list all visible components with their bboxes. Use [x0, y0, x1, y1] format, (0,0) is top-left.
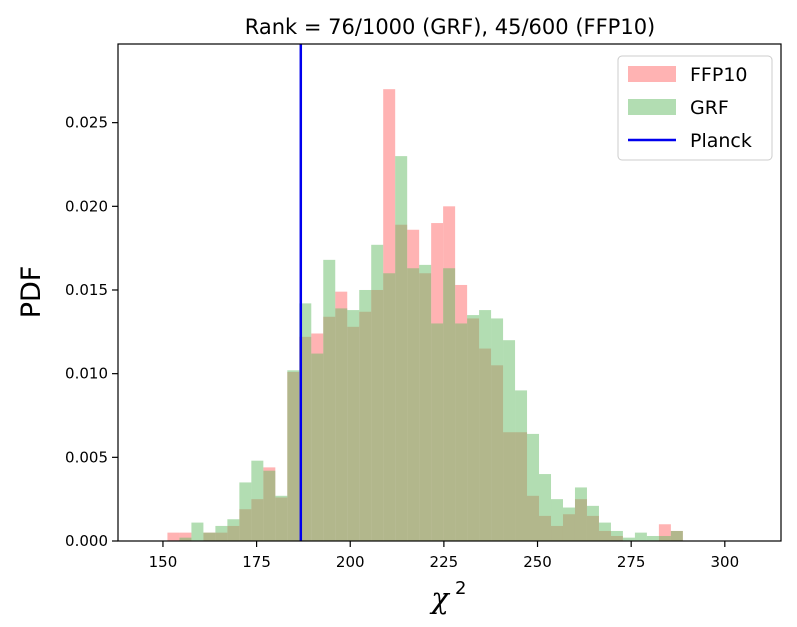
bar-grf-22: [407, 268, 420, 541]
bar-grf-14: [311, 353, 324, 541]
x-tick-label-200: 200: [336, 553, 365, 571]
bar-grf-36: [574, 487, 587, 541]
axes-layer: 150 175 200 225 250 275 300 0.000 0.005 0.010 0.01…: [65, 43, 782, 571]
bar-grf-38: [598, 522, 611, 541]
x-axis-label-superscript: 2: [455, 578, 466, 599]
x-tick-label-275: 275: [617, 553, 646, 571]
bar-grf-33: [539, 474, 552, 541]
bar-grf-5: [203, 532, 216, 541]
bar-grf-34: [551, 499, 563, 541]
plot-frame: [117, 43, 782, 542]
bar-ffp10-3: [179, 532, 192, 541]
bar-grf-9: [251, 460, 264, 541]
bar-ffp10-43: [658, 524, 671, 541]
x-tick-label-150: 150: [149, 553, 178, 571]
bar-ffp10-2: [167, 532, 180, 541]
bar-grf-29: [491, 318, 504, 541]
chart-title: Rank = 76/1000 (GRF), 45/600 (FFP10): [245, 15, 656, 39]
x-tick-label-225: 225: [430, 553, 459, 571]
bar-grf-40: [622, 537, 635, 541]
legend-swatch-grf: [628, 99, 676, 115]
bar-grf-44: [670, 530, 683, 541]
bar-grf-18: [359, 289, 372, 541]
bar-grf-41: [634, 532, 647, 541]
bar-grf-11: [275, 495, 288, 541]
y-tick-label-1: 0.005: [65, 448, 108, 466]
bar-grf-6: [215, 525, 228, 541]
bar-grf-42: [646, 535, 659, 541]
bar-grf-25: [443, 268, 456, 541]
bar-grf-12: [287, 370, 300, 541]
bar-grf-8: [239, 482, 252, 541]
bar-grf-43: [658, 535, 671, 541]
legend: FFP10 GRF Planck: [617, 55, 773, 161]
legend-swatch-ffp10: [628, 66, 676, 82]
y-tick-label-5: 0.025: [65, 114, 108, 132]
bar-grf-32: [527, 433, 540, 541]
bar-grf-19: [371, 244, 384, 541]
y-tick-label-0: 0.000: [65, 532, 108, 550]
x-axis-label: χ 2: [429, 578, 466, 615]
legend-label-grf: GRF: [690, 97, 729, 119]
bar-grf-7: [227, 519, 240, 541]
bar-grf-35: [562, 507, 575, 541]
x-tick-label-175: 175: [242, 553, 271, 571]
y-tick-label-4: 0.020: [65, 197, 108, 215]
bar-grf-27: [467, 315, 480, 541]
bar-grf-28: [479, 310, 492, 541]
y-axis-label: PDF: [16, 266, 47, 319]
x-tick-label-300: 300: [710, 553, 739, 571]
legend-label-ffp10: FFP10: [690, 64, 748, 86]
bar-grf-3: [179, 537, 192, 541]
y-tick-label-2: 0.010: [65, 365, 108, 383]
bar-grf-31: [515, 390, 528, 541]
bar-grf-30: [503, 340, 516, 541]
y-tick-label-3: 0.015: [65, 281, 108, 299]
bar-grf-10: [263, 470, 276, 541]
x-tick-label-250: 250: [523, 553, 552, 571]
bars-layer: [167, 89, 683, 541]
bar-grf-20: [383, 273, 396, 541]
bar-grf-4: [191, 522, 204, 541]
bar-grf-26: [455, 323, 468, 541]
bar-grf-37: [586, 505, 599, 541]
x-axis-label-base: χ: [429, 581, 450, 615]
bar-grf-13: [299, 303, 312, 541]
bar-grf-23: [419, 264, 432, 541]
bar-grf-24: [431, 323, 444, 541]
bar-grf-16: [335, 308, 348, 541]
legend-label-planck: Planck: [690, 130, 752, 152]
bar-grf-39: [610, 530, 623, 541]
bar-grf-17: [347, 310, 360, 541]
bar-grf-21: [395, 156, 408, 541]
bar-grf-15: [323, 259, 336, 541]
